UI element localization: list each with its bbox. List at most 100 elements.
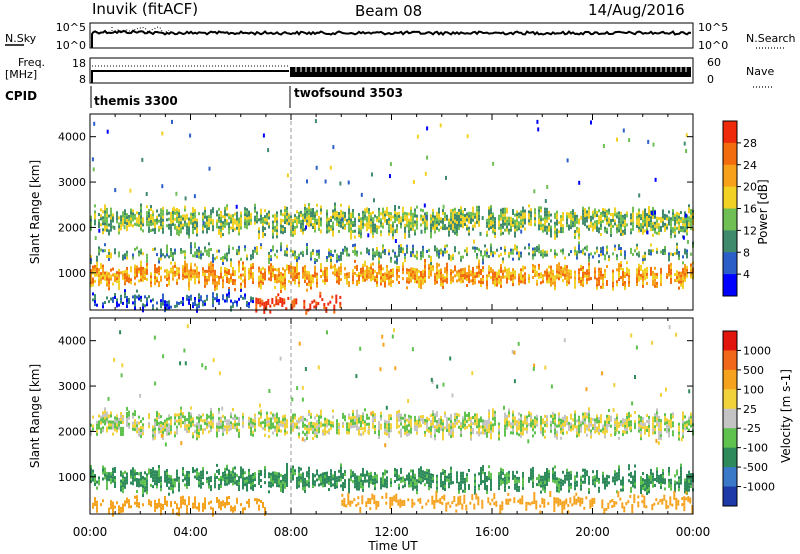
data-cell bbox=[454, 207, 456, 211]
data-cell bbox=[358, 213, 360, 217]
data-cell bbox=[300, 225, 302, 229]
data-cell bbox=[168, 273, 170, 277]
data-cell bbox=[368, 211, 370, 215]
data-cell bbox=[308, 218, 310, 222]
data-cell bbox=[648, 209, 650, 212]
data-cell bbox=[284, 269, 286, 273]
data-cell bbox=[506, 420, 508, 424]
data-cell bbox=[626, 270, 628, 274]
colorbar-cell bbox=[723, 252, 737, 275]
data-cell bbox=[334, 205, 336, 209]
data-cell bbox=[454, 231, 456, 235]
data-cell bbox=[502, 231, 504, 235]
data-cell bbox=[272, 220, 274, 224]
data-cell bbox=[152, 425, 154, 429]
data-cell bbox=[492, 254, 494, 258]
data-cell bbox=[338, 281, 340, 285]
data-cell bbox=[318, 224, 320, 228]
data-cell bbox=[100, 275, 102, 279]
data-cell bbox=[346, 281, 348, 285]
data-cell bbox=[494, 280, 496, 284]
data-cell bbox=[98, 213, 100, 216]
data-cell bbox=[188, 226, 190, 230]
data-cell bbox=[242, 421, 244, 425]
data-cell bbox=[504, 433, 506, 437]
data-cell bbox=[108, 287, 110, 291]
data-cell bbox=[440, 217, 442, 221]
data-cell bbox=[474, 422, 476, 426]
data-cell bbox=[386, 219, 388, 222]
data-cell bbox=[252, 281, 254, 284]
data-cell bbox=[294, 220, 296, 224]
data-cell bbox=[654, 221, 656, 225]
data-cell bbox=[322, 273, 324, 277]
data-cell bbox=[296, 261, 298, 264]
data-cell bbox=[224, 224, 226, 228]
data-cell bbox=[230, 412, 232, 416]
data-cell bbox=[438, 207, 440, 211]
data-cell bbox=[146, 256, 148, 260]
data-cell bbox=[174, 422, 176, 426]
data-cell bbox=[474, 249, 476, 253]
data-cell bbox=[158, 269, 160, 273]
data-cell bbox=[398, 430, 400, 434]
data-cell bbox=[652, 273, 654, 277]
data-cell bbox=[302, 269, 304, 273]
data-cell bbox=[526, 430, 528, 434]
data-cell bbox=[478, 248, 480, 252]
data-cell bbox=[536, 270, 538, 274]
data-cell bbox=[200, 418, 202, 422]
data-cell bbox=[516, 426, 518, 430]
data-cell bbox=[202, 230, 204, 234]
data-cell bbox=[358, 275, 360, 278]
data-cell bbox=[684, 251, 686, 255]
data-cell bbox=[114, 425, 116, 429]
data-cell bbox=[226, 207, 228, 211]
data-cell bbox=[150, 281, 152, 285]
data-cell bbox=[234, 420, 236, 424]
data-cell bbox=[644, 257, 646, 261]
data-cell bbox=[304, 265, 306, 268]
data-cell bbox=[326, 227, 328, 231]
data-cell bbox=[140, 420, 142, 423]
data-cell bbox=[108, 232, 110, 236]
data-cell bbox=[275, 299, 278, 303]
data-cell bbox=[128, 416, 130, 420]
data-cell bbox=[360, 217, 362, 221]
data-cell bbox=[302, 272, 304, 276]
data-cell bbox=[168, 306, 170, 310]
data-cell bbox=[188, 278, 190, 282]
data-cell bbox=[128, 413, 130, 417]
data-cell bbox=[426, 416, 428, 420]
data-cell bbox=[138, 215, 140, 218]
data-cell bbox=[524, 275, 526, 279]
data-cell bbox=[534, 268, 536, 272]
data-cell bbox=[432, 413, 434, 417]
data-cell bbox=[418, 275, 420, 279]
data-cell bbox=[234, 212, 236, 216]
data-cell bbox=[542, 427, 544, 431]
data-cell bbox=[188, 426, 190, 430]
data-cell bbox=[504, 424, 506, 428]
data-cell bbox=[332, 424, 334, 428]
data-cell bbox=[356, 267, 358, 271]
data-cell bbox=[150, 208, 152, 211]
data-cell bbox=[272, 422, 274, 426]
data-cell bbox=[362, 412, 364, 416]
data-cell bbox=[436, 423, 438, 427]
data-cell bbox=[258, 233, 260, 237]
data-cell bbox=[348, 208, 350, 212]
data-cell bbox=[398, 269, 400, 272]
data-cell bbox=[128, 274, 130, 278]
data-cell bbox=[206, 275, 208, 279]
data-cell bbox=[316, 434, 318, 438]
data-cell bbox=[479, 231, 482, 236]
data-cell bbox=[314, 119, 317, 124]
data-cell bbox=[162, 296, 164, 300]
data-cell bbox=[600, 224, 602, 227]
data-cell bbox=[250, 254, 252, 258]
data-cell bbox=[544, 435, 546, 439]
data-cell bbox=[294, 269, 296, 273]
data-cell bbox=[612, 287, 614, 291]
data-cell bbox=[310, 274, 312, 278]
